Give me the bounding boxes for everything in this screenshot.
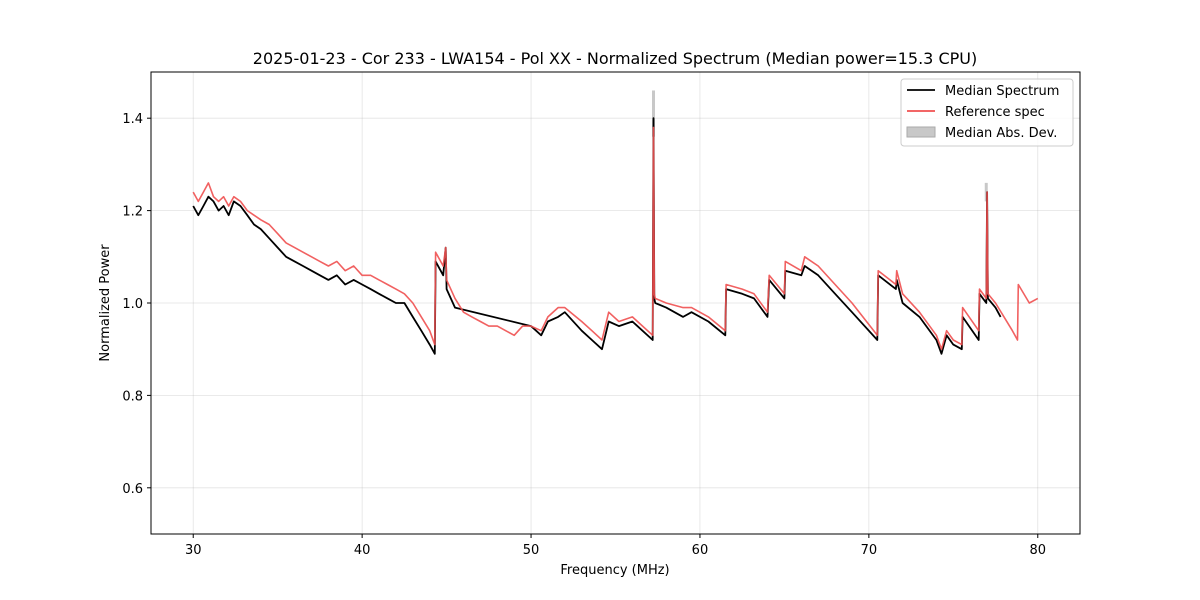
ticks: 30 40 50 60 70 80 0.6 0.8 1.0 1.2 1.4 [122, 112, 1046, 558]
legend-mad-label: Median Abs. Dev. [945, 126, 1057, 141]
x-tick-label: 70 [861, 543, 878, 558]
legend-box [900, 78, 1074, 147]
x-tick-label: 80 [1029, 543, 1046, 558]
median-spectrum-line [192, 117, 1002, 355]
y-tick-label: 0.8 [122, 389, 143, 404]
x-axis-label: Frequency (MHz) [560, 563, 669, 578]
series-layer [192, 117, 1039, 355]
chart-title: 2025-01-23 - Cor 233 - LWA154 - Pol XX -… [253, 49, 977, 68]
x-tick-label: 30 [185, 543, 202, 558]
x-tick-label: 60 [692, 543, 709, 558]
legend-median-label: Median Spectrum [945, 84, 1059, 99]
y-axis-label: Normalized Power [98, 244, 113, 362]
legend: Median Spectrum Reference spec Median Ab… [900, 78, 1074, 147]
legend-reference-label: Reference spec [945, 105, 1045, 120]
x-tick-label: 50 [523, 543, 540, 558]
y-tick-label: 1.2 [122, 205, 143, 220]
y-tick-label: 1.0 [122, 297, 143, 312]
mad-band-segment [652, 90, 656, 137]
legend-mad-swatch [906, 126, 936, 138]
x-tick-label: 40 [354, 543, 371, 558]
y-tick-label: 1.4 [122, 112, 143, 127]
reference-spectrum-line [192, 126, 1039, 350]
y-tick-label: 0.6 [122, 482, 143, 497]
